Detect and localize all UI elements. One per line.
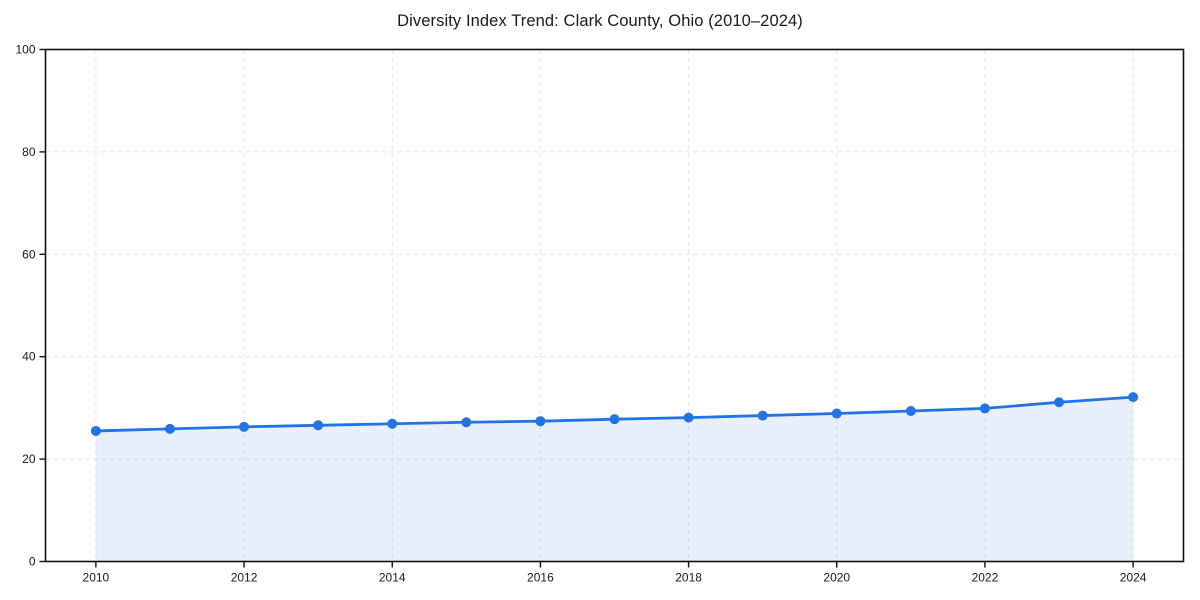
data-point-marker <box>164 423 175 434</box>
plot-border <box>44 48 1185 563</box>
data-point-marker <box>609 414 620 425</box>
y-tick-label: 0 <box>29 555 36 569</box>
data-point-marker <box>905 405 916 416</box>
data-point-marker <box>1054 397 1065 408</box>
data-point-marker <box>461 417 472 428</box>
y-tick-label: 80 <box>22 145 36 159</box>
y-tick-label: 40 <box>22 350 36 364</box>
x-tick-label: 2014 <box>379 571 406 585</box>
x-tick-label: 2024 <box>1120 571 1147 585</box>
data-point-marker <box>90 425 101 436</box>
x-tick-label: 2010 <box>83 571 110 585</box>
data-point-marker <box>831 408 842 419</box>
x-tick-label: 2016 <box>527 571 554 585</box>
data-point-marker <box>535 416 546 427</box>
data-point-marker <box>757 410 768 421</box>
data-point-marker <box>683 412 694 423</box>
area-fill <box>95 397 1134 562</box>
y-tick-label: 20 <box>22 452 36 466</box>
data-point-marker <box>239 421 250 432</box>
chart-title: Diversity Index Trend: Clark County, Ohi… <box>397 12 803 30</box>
x-tick-label: 2018 <box>675 571 702 585</box>
x-tick-label: 2020 <box>823 571 850 585</box>
x-tick-label: 2012 <box>231 571 258 585</box>
data-point-marker <box>979 403 990 414</box>
y-tick-label: 100 <box>15 43 35 57</box>
data-point-marker <box>1128 392 1139 403</box>
data-point-marker <box>313 420 324 431</box>
data-point-marker <box>387 418 398 429</box>
x-tick-label: 2022 <box>972 571 999 585</box>
y-tick-label: 60 <box>22 247 36 261</box>
